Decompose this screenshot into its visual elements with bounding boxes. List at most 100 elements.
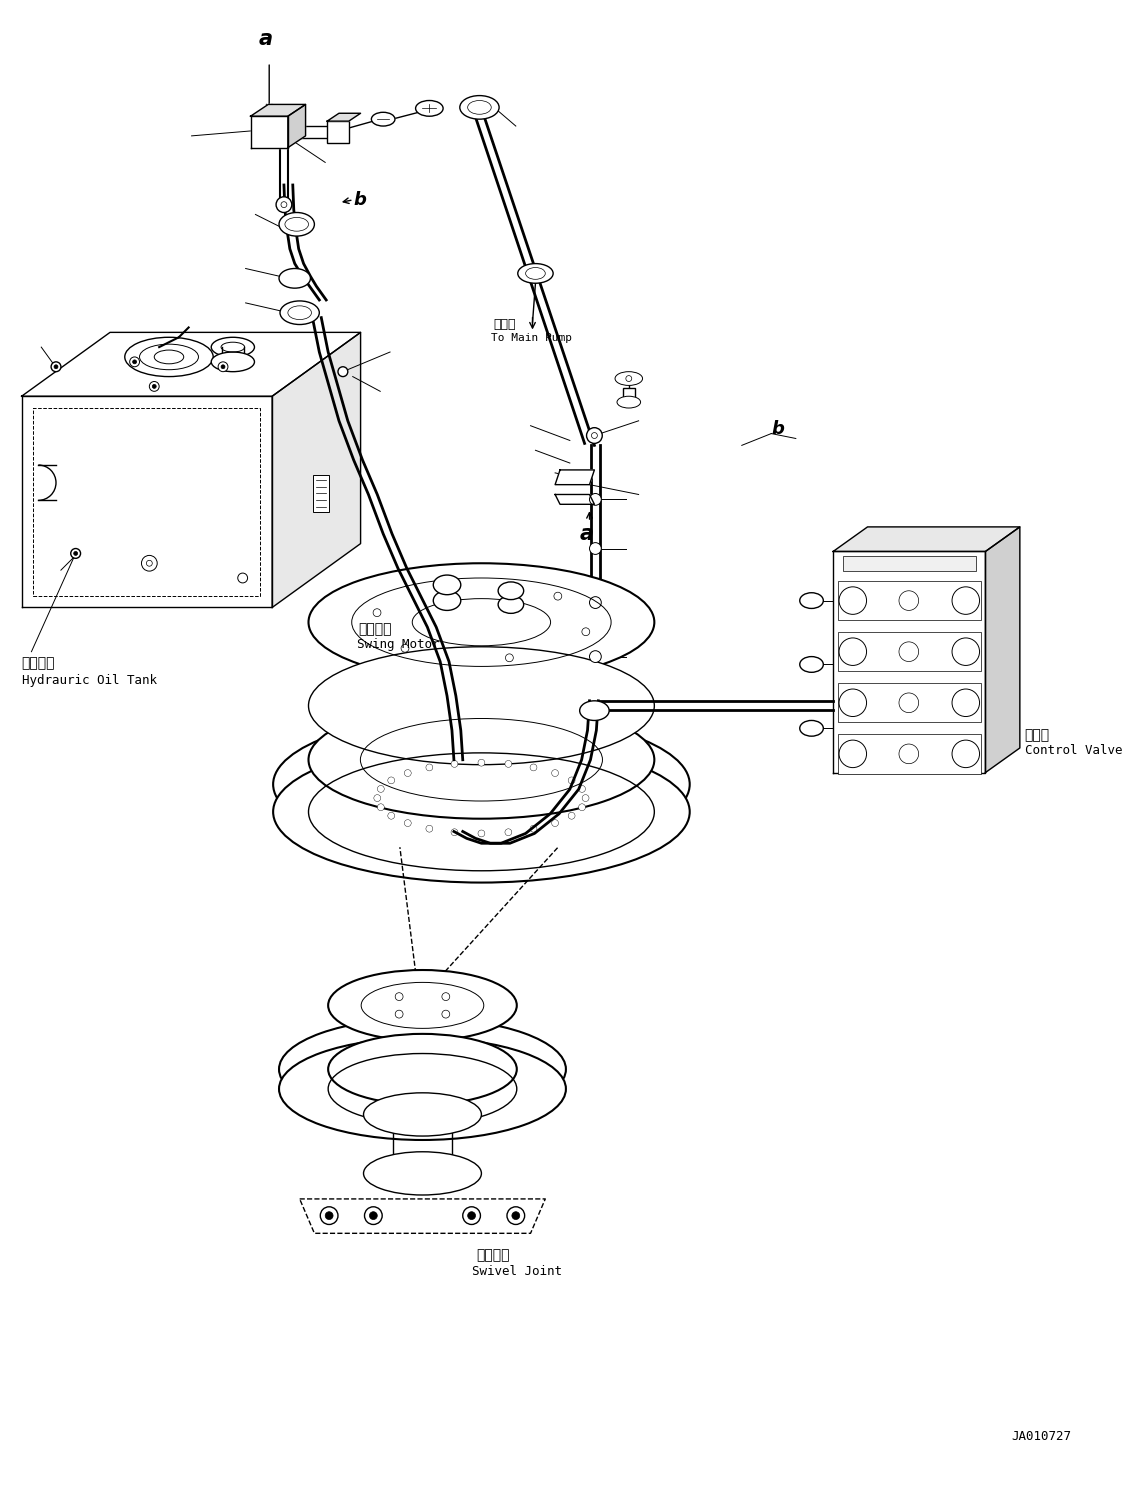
Circle shape [426, 825, 433, 833]
Text: Swing Motor: Swing Motor [357, 639, 439, 651]
Bar [838, 683, 980, 722]
Circle shape [552, 819, 559, 827]
Polygon shape [555, 470, 594, 485]
Ellipse shape [800, 656, 823, 673]
Text: 至主泵: 至主泵 [494, 318, 515, 331]
Polygon shape [985, 527, 1020, 773]
Text: Hydrauric Oil Tank: Hydrauric Oil Tank [22, 674, 156, 688]
Circle shape [626, 376, 632, 382]
Circle shape [405, 819, 412, 827]
Polygon shape [22, 397, 272, 607]
Ellipse shape [617, 397, 641, 407]
Circle shape [579, 785, 586, 792]
Circle shape [530, 825, 537, 833]
Polygon shape [251, 104, 306, 116]
Ellipse shape [364, 1152, 481, 1195]
Ellipse shape [124, 337, 213, 376]
Text: a: a [579, 524, 594, 545]
Ellipse shape [211, 352, 254, 372]
Bar [838, 633, 980, 671]
Circle shape [218, 363, 228, 372]
Bar [327, 121, 349, 143]
Text: Control Valve: Control Valve [1025, 745, 1122, 756]
Polygon shape [833, 527, 1020, 552]
Circle shape [221, 364, 225, 369]
Circle shape [589, 494, 601, 506]
Ellipse shape [309, 701, 654, 819]
Bar [842, 557, 976, 571]
Circle shape [463, 1207, 480, 1225]
Circle shape [396, 992, 404, 1001]
Text: Swivel Joint: Swivel Joint [472, 1265, 562, 1277]
Ellipse shape [433, 574, 461, 595]
Circle shape [325, 1212, 333, 1219]
Text: To Main Pump: To Main Pump [491, 333, 572, 343]
Ellipse shape [279, 212, 315, 236]
Circle shape [505, 828, 512, 836]
Circle shape [505, 761, 512, 767]
Ellipse shape [279, 1018, 565, 1120]
Ellipse shape [518, 264, 553, 283]
Text: b: b [772, 419, 784, 437]
Ellipse shape [616, 372, 643, 385]
Circle shape [405, 770, 412, 776]
Ellipse shape [328, 1034, 516, 1104]
Circle shape [589, 651, 601, 662]
Circle shape [388, 812, 394, 819]
Circle shape [442, 992, 450, 1001]
Circle shape [451, 828, 458, 836]
Ellipse shape [433, 591, 461, 610]
Bar [622, 388, 635, 403]
Circle shape [581, 628, 589, 636]
Circle shape [54, 364, 58, 369]
Circle shape [396, 1010, 404, 1018]
Ellipse shape [309, 646, 654, 765]
Circle shape [530, 764, 537, 771]
Circle shape [132, 360, 137, 364]
Bar [314, 474, 329, 512]
Circle shape [589, 543, 601, 555]
Ellipse shape [211, 337, 254, 357]
Circle shape [426, 764, 433, 771]
Circle shape [377, 804, 384, 810]
Polygon shape [288, 104, 306, 148]
Circle shape [568, 812, 575, 819]
Ellipse shape [274, 742, 690, 883]
Ellipse shape [274, 713, 690, 855]
Ellipse shape [579, 701, 609, 721]
Text: JA010727: JA010727 [1011, 1429, 1070, 1443]
Circle shape [130, 357, 139, 367]
Circle shape [451, 761, 458, 767]
Ellipse shape [459, 95, 499, 119]
Circle shape [592, 433, 597, 439]
Circle shape [71, 549, 81, 558]
Ellipse shape [416, 100, 443, 116]
Ellipse shape [309, 564, 654, 682]
Bar [838, 734, 980, 773]
Circle shape [589, 597, 601, 609]
Ellipse shape [498, 595, 523, 613]
Circle shape [552, 770, 559, 776]
Circle shape [276, 197, 292, 212]
Circle shape [149, 382, 160, 391]
Polygon shape [327, 113, 360, 121]
Ellipse shape [364, 1092, 481, 1135]
Circle shape [153, 385, 156, 388]
Text: b: b [353, 191, 367, 209]
Circle shape [141, 555, 157, 571]
Circle shape [478, 759, 484, 765]
Ellipse shape [498, 582, 523, 600]
Circle shape [512, 1212, 520, 1219]
Circle shape [505, 653, 513, 662]
Text: 回转接头: 回转接头 [477, 1247, 510, 1262]
Ellipse shape [328, 970, 516, 1041]
Circle shape [320, 1207, 337, 1225]
Circle shape [146, 561, 153, 565]
Circle shape [554, 592, 562, 600]
Circle shape [401, 645, 409, 652]
Bar [838, 580, 980, 621]
Polygon shape [555, 494, 594, 504]
Circle shape [238, 573, 247, 583]
Ellipse shape [279, 269, 310, 288]
Polygon shape [833, 552, 985, 773]
